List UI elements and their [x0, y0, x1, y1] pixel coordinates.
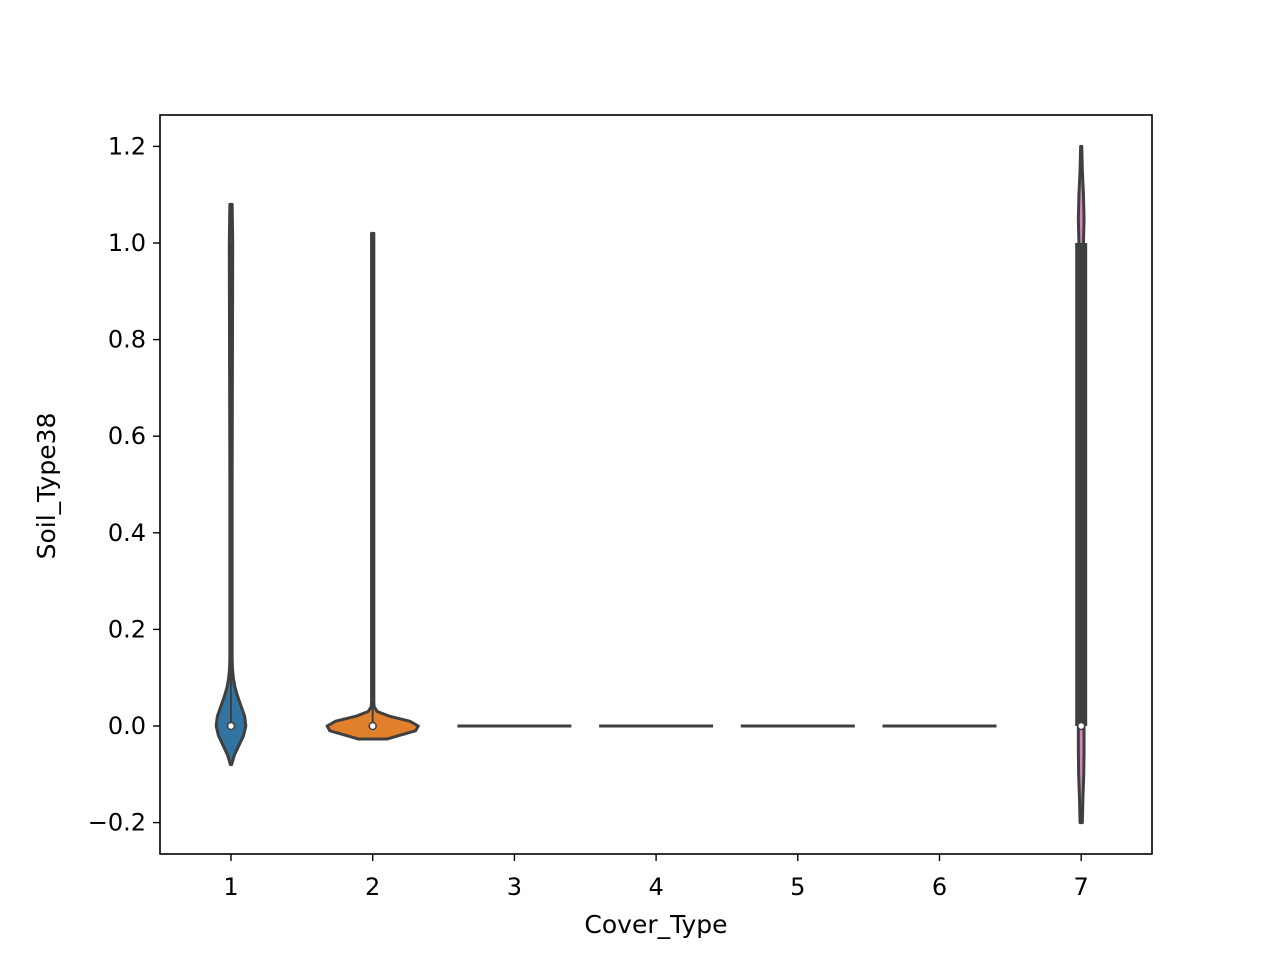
x-tick-label: 2: [365, 873, 380, 901]
plot-frame: [159, 114, 1153, 855]
median-point: [1076, 721, 1086, 731]
y-tick-label: 1.2: [108, 132, 146, 160]
x-tick-label: 6: [932, 873, 947, 901]
y-tick-label: 0.4: [108, 519, 146, 547]
y-axis-label: Soil_Type38: [32, 413, 61, 560]
x-tick-label: 4: [648, 873, 663, 901]
violins-layer: [214, 144, 1088, 825]
y-axis: −0.2 0.0 0.2 0.4 0.6 0.8 1.0 1.2: [88, 132, 160, 837]
x-tick-label: 7: [1074, 873, 1089, 901]
violin-category-1: [214, 202, 248, 767]
median-point: [368, 721, 377, 731]
y-tick-label: 1.0: [108, 229, 146, 257]
y-tick-label: 0.2: [108, 615, 146, 643]
x-tick-label: 3: [507, 873, 522, 901]
violin-category-2: [325, 231, 420, 741]
y-tick-label: 0.6: [108, 422, 146, 450]
x-axis: 1 2 3 4 5 6 7: [223, 854, 1089, 901]
violin-category-7: [1075, 144, 1088, 825]
y-tick-label: 0.0: [108, 712, 146, 740]
y-tick-label: 0.8: [108, 326, 146, 354]
x-tick-label: 5: [790, 873, 805, 901]
x-tick-label: 1: [223, 873, 238, 901]
x-axis-label: Cover_Type: [584, 910, 727, 939]
y-tick-label: −0.2: [88, 809, 146, 837]
plot-area: [160, 115, 1152, 854]
median-point: [226, 721, 236, 731]
